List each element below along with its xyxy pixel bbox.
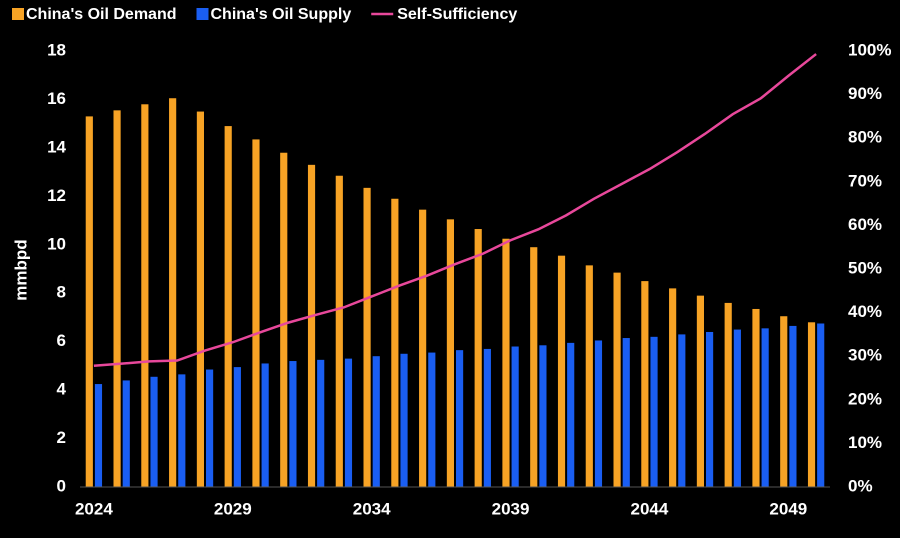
bar <box>733 329 741 487</box>
bar <box>400 353 408 487</box>
bar <box>539 345 547 487</box>
bar <box>789 325 797 487</box>
bar <box>502 238 510 487</box>
y-tick-label: 10 <box>47 234 66 253</box>
bar <box>530 247 538 487</box>
y2-tick-label: 100% <box>848 40 891 59</box>
bar <box>752 308 760 487</box>
bar <box>678 334 686 487</box>
x-tick-label: 2029 <box>214 499 252 518</box>
x-tick-label: 2044 <box>631 499 669 518</box>
y2-tick-label: 50% <box>848 258 882 277</box>
bar <box>567 342 575 487</box>
y2-tick-label: 30% <box>848 346 882 365</box>
bar <box>206 369 214 487</box>
bar <box>317 359 325 487</box>
x-tick-label: 2034 <box>353 499 391 518</box>
y-tick-label: 6 <box>57 331 66 350</box>
legend-swatch <box>12 8 24 20</box>
bar <box>344 358 353 487</box>
bar <box>585 265 593 487</box>
bar <box>511 346 519 487</box>
y2-tick-label: 10% <box>848 433 882 452</box>
y2-tick-label: 20% <box>848 389 882 408</box>
legend-swatch <box>196 8 209 20</box>
bar <box>141 104 149 488</box>
y2-tick-label: 80% <box>848 128 882 147</box>
y2-tick-label: 70% <box>848 171 882 190</box>
bar <box>724 302 732 487</box>
bar <box>622 338 630 487</box>
y-tick-label: 14 <box>47 137 66 156</box>
bar <box>613 272 621 487</box>
y2-tick-label: 60% <box>848 215 882 234</box>
bar <box>456 350 464 487</box>
bar <box>807 322 816 487</box>
line <box>93 53 817 368</box>
bar <box>113 110 121 487</box>
bar <box>233 367 241 487</box>
bar <box>372 356 380 487</box>
bar <box>474 229 482 488</box>
legend-label: China's Oil Supply <box>211 6 352 23</box>
bar <box>641 281 649 487</box>
y2-tick-label: 0% <box>848 476 873 495</box>
y-tick-label: 18 <box>47 40 66 59</box>
bar <box>650 336 658 487</box>
bar <box>252 139 260 487</box>
bar <box>94 384 103 487</box>
bar <box>150 376 158 487</box>
bar <box>696 295 704 487</box>
bar <box>196 111 204 488</box>
bar <box>335 175 343 487</box>
bar <box>224 126 232 487</box>
bar <box>85 116 93 488</box>
bar <box>761 328 769 487</box>
bar <box>669 288 677 487</box>
legend-label: Self-Sufficiency <box>397 6 517 23</box>
bar <box>122 380 130 487</box>
bar <box>428 352 436 487</box>
bar <box>280 152 288 487</box>
bar <box>289 361 297 487</box>
y2-tick-label: 90% <box>848 84 882 103</box>
legend-label: China's Oil Demand <box>26 6 177 23</box>
y-tick-label: 16 <box>47 89 66 108</box>
bar <box>557 255 566 487</box>
bar <box>446 219 454 487</box>
bar <box>419 209 427 487</box>
bar <box>817 323 825 487</box>
y-tick-label: 12 <box>47 186 66 205</box>
y-tick-label: 8 <box>57 283 66 302</box>
bar <box>706 331 714 487</box>
bar <box>307 164 316 487</box>
bar <box>594 340 603 487</box>
bar <box>363 187 371 487</box>
y-tick-label: 2 <box>57 428 66 447</box>
x-tick-label: 2039 <box>492 499 530 518</box>
bar <box>483 348 491 487</box>
bar <box>169 98 177 487</box>
y2-tick-label: 40% <box>848 302 882 321</box>
y-axis-label: mmbpd <box>11 239 30 300</box>
bar <box>391 198 399 487</box>
bar <box>261 363 269 487</box>
x-tick-label: 2024 <box>75 499 113 518</box>
bar <box>178 374 186 487</box>
y-tick-label: 4 <box>57 380 67 399</box>
x-tick-label: 2049 <box>769 499 807 518</box>
bar <box>780 316 788 487</box>
y-tick-label: 0 <box>57 476 66 495</box>
